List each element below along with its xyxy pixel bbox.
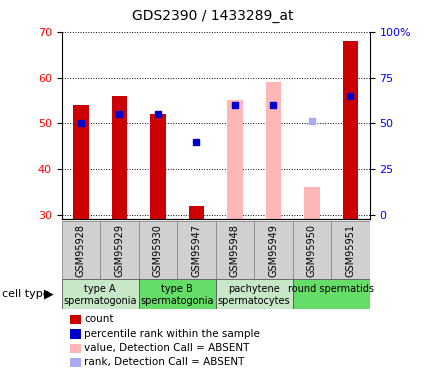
Bar [73, 105, 88, 219]
Bar [293, 221, 331, 279]
Text: pachytene: pachytene [228, 284, 280, 294]
Bar [177, 221, 215, 279]
Text: GSM95951: GSM95951 [346, 224, 355, 277]
Text: GSM95929: GSM95929 [114, 224, 125, 277]
Text: round spermatids: round spermatids [288, 284, 374, 294]
Bar [266, 82, 281, 219]
Bar [254, 221, 293, 279]
Text: GSM95948: GSM95948 [230, 224, 240, 277]
Bar [139, 221, 177, 279]
Text: percentile rank within the sample: percentile rank within the sample [84, 329, 260, 339]
Bar [293, 279, 370, 309]
Bar [139, 279, 215, 309]
Text: GSM95930: GSM95930 [153, 224, 163, 277]
Text: GSM95950: GSM95950 [307, 224, 317, 277]
Text: count: count [84, 315, 113, 324]
Bar [343, 41, 358, 219]
Text: GSM95947: GSM95947 [191, 224, 201, 277]
Bar [331, 221, 370, 279]
Bar [227, 100, 243, 219]
Text: GSM95949: GSM95949 [269, 224, 278, 277]
Bar [215, 221, 254, 279]
Bar [62, 221, 100, 279]
Text: value, Detection Call = ABSENT: value, Detection Call = ABSENT [84, 343, 249, 353]
Text: spermatogonia: spermatogonia [63, 296, 137, 306]
Bar [304, 188, 320, 219]
Bar [100, 221, 139, 279]
Text: type B: type B [162, 284, 193, 294]
Bar [112, 96, 127, 219]
Text: GDS2390 / 1433289_at: GDS2390 / 1433289_at [132, 9, 293, 23]
Text: type A: type A [84, 284, 116, 294]
Text: spermatogonia: spermatogonia [140, 296, 214, 306]
Text: ▶: ▶ [44, 288, 54, 301]
Bar [215, 279, 293, 309]
Text: cell type: cell type [2, 290, 50, 299]
Text: spermatocytes: spermatocytes [218, 296, 291, 306]
Bar [150, 114, 166, 219]
Text: GSM95928: GSM95928 [76, 224, 86, 277]
Text: rank, Detection Call = ABSENT: rank, Detection Call = ABSENT [84, 357, 244, 367]
Bar [189, 206, 204, 219]
Bar [62, 279, 139, 309]
